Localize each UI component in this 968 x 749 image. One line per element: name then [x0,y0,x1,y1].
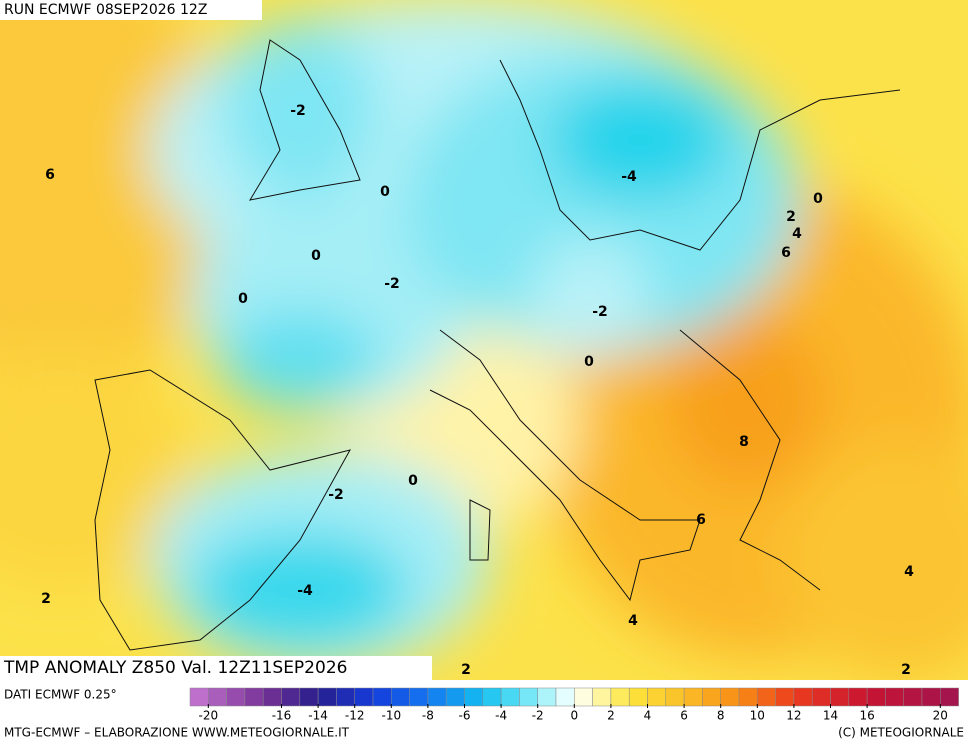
colorbar-box [537,687,557,707]
colorbar-tick-label: -10 [381,709,401,723]
colorbar: -20 -16 -14 -12 -10 -8 -6 -4 -2 0 2 4 6 8 10 12 14 16 20 [189,687,959,723]
run-label: RUN ECMWF 08SEP2026 12Z [4,2,207,18]
colorbar-box [702,687,721,707]
colorbar-box [903,687,923,707]
coastlines [94,39,901,651]
source-label: DATI ECMWF 0.25° [4,688,117,702]
contour-label: -2 [290,103,306,119]
contour-label: 2 [41,591,51,607]
contour-label: 6 [45,167,55,183]
colorbar-box [500,687,520,707]
colorbar-tick-label: 12 [786,709,801,723]
contour-label: 0 [380,184,390,200]
colorbar-box [336,687,355,707]
contour-label: 4 [904,564,914,580]
colorbar-tick-label: -6 [459,709,471,723]
colorbar-box [793,687,813,707]
contour-label: 0 [408,473,418,489]
contour-label: -2 [328,487,344,503]
contour-label: -2 [384,276,400,292]
colorbar-box [372,687,392,707]
colorbar-box [866,687,886,707]
colorbar-box [720,687,740,707]
contour-label: 6 [696,512,706,528]
contour-label: 6 [781,245,791,261]
contour-label: 2 [901,662,911,678]
colorbar-box [757,687,776,707]
colorbar-box [683,687,703,707]
colorbar-box [811,687,831,707]
colorbar-box [519,687,538,707]
colorbar-tick-label: 14 [823,709,838,723]
colorbar-box [189,687,209,707]
colorbar-box [391,687,410,707]
map-field [0,0,968,680]
colorbar-box [940,687,959,707]
contour-label: 0 [311,248,321,264]
colorbar-box [610,687,630,707]
colorbar-box [281,687,301,707]
colorbar-box [244,687,264,707]
contour-label: 2 [461,662,471,678]
colorbar-box [628,687,648,707]
colorbar-box [427,687,447,707]
colorbar-box [299,687,319,707]
colorbar-box [738,687,758,707]
contour-label: 0 [813,191,823,207]
contour-label: 0 [238,291,248,307]
colorbar-box [921,687,941,707]
colorbar-tick-label: 16 [859,709,874,723]
colorbar-box [574,687,593,707]
header-bg [0,0,262,20]
colorbar-box [592,687,612,707]
colorbar-tick-label: 10 [750,709,765,723]
colorbar-box [482,687,502,707]
colorbar-box [830,687,850,707]
contour-label: 4 [628,613,638,629]
colorbar-tick-label: 4 [644,709,652,723]
contour-label: 0 [584,354,594,370]
contour-label: 2 [786,209,796,225]
contour-label: -4 [297,583,313,599]
colorbar-box [885,687,904,707]
colorbar-tick-label: 2 [607,709,615,723]
colorbar-box [354,687,374,707]
contour-label: 4 [792,226,802,242]
colorbar-tick-label: -8 [422,709,434,723]
colorbar-tick-label: 0 [570,709,578,723]
footer-right: (C) METEOGIORNALE [838,726,964,740]
colorbar-tick-label: 20 [933,709,948,723]
colorbar-box [317,687,337,707]
colorbar-box [775,687,795,707]
contour-label: -4 [621,169,637,185]
colorbar-box [464,687,484,707]
colorbar-tick-label: 6 [680,709,688,723]
colorbar-box [555,687,575,707]
map-title: TMP ANOMALY Z850 Val. 12Z11SEP2026 [3,658,347,678]
colorbar-tick-label: -14 [308,709,328,723]
colorbar-box [409,687,429,707]
colorbar-box [262,687,282,707]
colorbar-tick-label: -12 [345,709,365,723]
colorbar-tick-label: -16 [272,709,292,723]
colorbar-box [848,687,868,707]
colorbar-box [665,687,685,707]
contour-label: -2 [592,304,608,320]
colorbar-box [208,687,227,707]
colorbar-tick-label: 8 [717,709,725,723]
colorbar-box [445,687,465,707]
contour-label: 8 [739,434,749,450]
footer-left: MTG-ECMWF – ELABORAZIONE WWW.METEOGIORNA… [4,726,350,740]
colorbar-box [226,687,246,707]
colorbar-tick-label: -20 [198,709,218,723]
title-bg [0,656,432,680]
colorbar-tick-label: -4 [495,709,507,723]
colorbar-tick-label: -2 [532,709,544,723]
colorbar-box [647,687,667,707]
